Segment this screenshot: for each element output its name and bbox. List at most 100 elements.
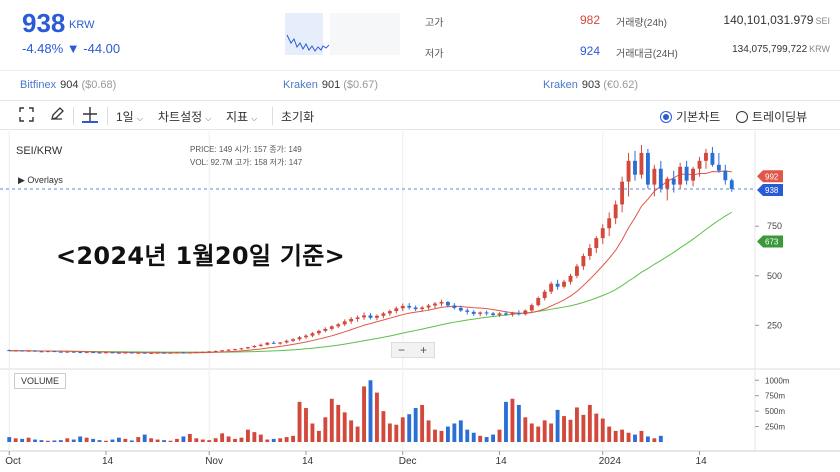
candle-body xyxy=(407,305,412,308)
volume-bar xyxy=(426,420,431,442)
volume-tick-label: 750m xyxy=(765,392,785,401)
tradingview-radio[interactable]: 트레이딩뷰 xyxy=(736,108,807,125)
candle-body xyxy=(123,352,128,354)
candle-body xyxy=(297,337,302,340)
volume-bar xyxy=(39,440,44,442)
exchange-item[interactable]: Bitfinex 904 ($0.68) xyxy=(20,79,116,91)
candle-body xyxy=(58,351,63,353)
volume-bar xyxy=(362,386,366,442)
volume-bar xyxy=(226,436,231,442)
candle-body xyxy=(497,313,502,316)
candle-body xyxy=(200,351,205,353)
candle-body xyxy=(458,307,463,311)
volume-bar xyxy=(20,438,25,442)
volume-bar xyxy=(58,440,63,442)
candle-body xyxy=(329,326,334,329)
candle-body xyxy=(658,168,663,189)
volume-bar xyxy=(65,438,70,442)
volume-bar xyxy=(316,430,321,442)
pencil-draw-icon[interactable] xyxy=(49,106,65,125)
tradingview-label: 트레이딩뷰 xyxy=(752,110,808,124)
indicators-label: 지표 xyxy=(226,110,249,124)
currency-label: KRW xyxy=(69,19,95,31)
reset-button[interactable]: 초기화 xyxy=(281,110,315,124)
candle-body xyxy=(562,281,566,287)
candle-body xyxy=(233,349,237,351)
candle-body xyxy=(355,317,360,319)
crosshair-icon[interactable] xyxy=(81,105,99,126)
candle-body xyxy=(691,168,696,181)
volume-bar xyxy=(349,420,354,442)
candle-body xyxy=(671,178,676,185)
candle-body xyxy=(504,313,508,315)
volume-bar xyxy=(626,432,631,442)
toolbar-divider xyxy=(73,107,74,125)
candle-body xyxy=(220,350,225,352)
exchange-item[interactable]: Kraken 903 (€0.62) xyxy=(543,79,638,91)
volume-bar xyxy=(491,434,496,442)
candle-body xyxy=(710,152,715,165)
candle-body xyxy=(510,313,515,315)
volume-bar xyxy=(123,438,128,442)
volume-bar xyxy=(155,439,160,442)
zoom-in-button[interactable]: + xyxy=(420,343,428,357)
volume-bar xyxy=(323,417,328,442)
last-price-tag-text: 938 xyxy=(765,186,779,195)
basic-chart-radio[interactable]: 기본차트 xyxy=(660,108,720,125)
chart-settings-dropdown[interactable]: 차트설정 ⌵ xyxy=(158,108,211,125)
price-chart-area[interactable]: 750 500 250 1000m 750m 500m 250m 992 938 673 Oct 14… xyxy=(0,131,840,472)
x-tick-label: 14 xyxy=(302,456,314,467)
exchange-item[interactable]: Kraken 901 ($0.67) xyxy=(283,79,378,91)
candle-body xyxy=(245,347,250,349)
volume-bar xyxy=(600,418,605,442)
volume-bar xyxy=(213,438,218,442)
candle-body xyxy=(323,328,328,331)
volume-bar xyxy=(368,380,373,442)
amount-24h-label: 거래대금(24H) xyxy=(616,49,678,60)
interval-dropdown[interactable]: 1일 ⌵ xyxy=(116,108,143,125)
candle-body xyxy=(142,352,147,354)
exchange-price: 904 xyxy=(60,79,79,91)
chevron-down-icon: ⌵ xyxy=(251,114,258,123)
x-tick-label: Nov xyxy=(205,456,223,467)
volume-bar xyxy=(387,423,392,442)
ma-short-price-tag-text: 992 xyxy=(765,172,779,181)
candle-body xyxy=(155,352,160,354)
volume-bar xyxy=(200,439,205,442)
volume-bar xyxy=(342,412,347,442)
volume-bar xyxy=(510,398,515,442)
volume-bar xyxy=(400,417,405,442)
candlestick-chart[interactable]: 750 500 250 1000m 750m 500m 250m 992 938 673 Oct 14… xyxy=(0,131,840,472)
basic-chart-label: 기본차트 xyxy=(676,110,721,124)
candle-body xyxy=(594,238,599,249)
fullscreen-icon[interactable] xyxy=(19,107,34,125)
candle-body xyxy=(439,301,444,304)
candle-body xyxy=(349,318,354,322)
candle-body xyxy=(478,312,483,314)
candle-body xyxy=(116,352,121,354)
candle-body xyxy=(684,166,689,181)
overlays-toggle[interactable]: ▶ Overlays xyxy=(18,175,63,185)
candle-body xyxy=(265,342,270,345)
volume-bar xyxy=(407,414,412,442)
date-notice: <2024년 1월20일 기준> xyxy=(56,242,346,270)
volume-bar xyxy=(645,436,650,442)
candle-body xyxy=(342,321,347,325)
candle-body xyxy=(97,352,102,354)
volume-bar xyxy=(439,430,444,442)
ma-short-line xyxy=(9,170,732,354)
candle-body xyxy=(381,313,386,316)
candle-body xyxy=(91,352,96,354)
volume-bar xyxy=(445,426,450,442)
volume-bar xyxy=(310,423,315,442)
indicators-dropdown[interactable]: 지표 ⌵ xyxy=(226,108,257,125)
exchange-foreign-price: ($0.68) xyxy=(81,79,117,91)
candle-body xyxy=(413,307,418,310)
ma-long-line xyxy=(9,211,733,353)
volume-bar xyxy=(458,420,463,442)
volume-tick-label: 1000m xyxy=(765,376,790,385)
price-tick-label: 250 xyxy=(767,320,782,330)
candle-body xyxy=(394,308,399,312)
exchange-price: 901 xyxy=(321,79,341,91)
zoom-out-button[interactable]: − xyxy=(398,343,406,357)
